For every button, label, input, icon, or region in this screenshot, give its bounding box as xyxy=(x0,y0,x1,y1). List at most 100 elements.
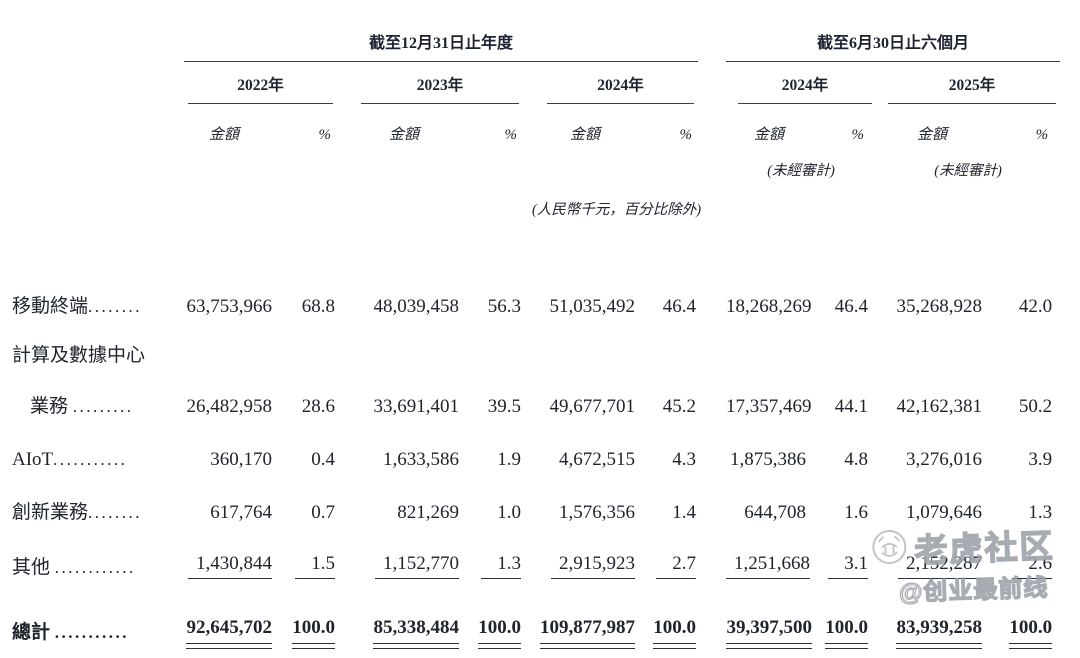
amount-cell: 1,875,386 xyxy=(730,449,807,470)
percent-cell: 39.5 xyxy=(487,396,521,417)
row-label: AIoT........... xyxy=(12,449,128,470)
amount-cell: 42,162,381 xyxy=(896,396,983,417)
table-row: (未經審計) (未經審計) xyxy=(10,148,1060,182)
amount-cell: 63,753,966 xyxy=(186,296,273,317)
amount-cell: 1,430,844 xyxy=(170,533,278,588)
row-label-total: 總計 ........... xyxy=(12,622,130,643)
unaudited-note: (未經審計) xyxy=(934,163,1002,179)
col-header-amount: 金額 xyxy=(754,127,785,143)
percent-cell: 1.3 xyxy=(465,533,529,588)
col-header-percent: % xyxy=(679,127,693,143)
percent-cell: 4.3 xyxy=(672,449,697,470)
table-row-innovation: 創新業務........ 617,764 0.7 821,269 1.0 1,5… xyxy=(10,480,1060,533)
amount-cell: 1,152,770 xyxy=(343,533,465,588)
table-row-aiot: AIoT........... 360,170 0.4 1,633,586 1.… xyxy=(10,427,1060,480)
row-label: 其他 ............ xyxy=(12,557,136,578)
percent-cell: 42.0 xyxy=(1018,296,1053,317)
table-row: 金額 % 金額 % 金額 % 金額 % 金額 % xyxy=(10,104,1060,148)
percent-cell: 100.0 xyxy=(278,588,343,658)
percent-cell: 1.5 xyxy=(278,533,343,588)
amount-cell: 821,269 xyxy=(397,502,459,523)
amount-cell: 83,939,258 xyxy=(876,588,988,658)
percent-cell: 100.0 xyxy=(465,588,529,658)
row-label: 計算及數據中心 xyxy=(12,345,146,366)
col-header-percent: % xyxy=(318,127,332,143)
amount-cell: 644,708 xyxy=(744,502,807,523)
currency-note: (人民幣千元，百分比除外) xyxy=(531,201,702,218)
row-label: 移動終端........ xyxy=(12,296,143,317)
amount-cell: 33,691,401 xyxy=(373,396,460,417)
period-group-annual: 截至12月31日止年度 xyxy=(184,29,699,62)
col-header-percent: % xyxy=(851,127,865,143)
percent-cell: 1.9 xyxy=(497,449,521,470)
table-row-total: 總計 ........... 92,645,702 100.0 85,338,4… xyxy=(10,588,1060,658)
percent-cell: 3.9 xyxy=(1028,449,1053,470)
dot-leader: ......... xyxy=(72,397,134,416)
amount-cell: 48,039,458 xyxy=(373,296,460,317)
amount-cell: 2,915,923 xyxy=(529,533,641,588)
col-header-amount: 金額 xyxy=(388,127,419,143)
percent-cell: 56.3 xyxy=(487,296,521,317)
percent-cell: 44.1 xyxy=(834,396,869,417)
amount-cell: 617,764 xyxy=(210,502,272,523)
percent-cell: 46.4 xyxy=(834,296,869,317)
percent-cell: 100.0 xyxy=(812,588,876,658)
table-row: (人民幣千元，百分比除外) xyxy=(10,182,1060,234)
percent-cell: 4.8 xyxy=(844,449,869,470)
percent-cell: 1.4 xyxy=(672,502,697,523)
year-header-2023: 2023年 xyxy=(361,73,519,104)
year-header-2025-h1: 2025年 xyxy=(888,73,1057,104)
amount-cell: 49,677,701 xyxy=(549,396,636,417)
table-row: 截至12月31日止年度 截至6月30日止六個月 xyxy=(10,16,1061,62)
amount-cell: 1,251,668 xyxy=(726,533,812,588)
amount-cell: 1,633,586 xyxy=(383,449,459,470)
amount-cell: 18,268,269 xyxy=(726,296,812,317)
period-group-halfyear: 截至6月30日止六個月 xyxy=(726,29,1061,62)
percent-cell: 2.7 xyxy=(641,533,704,588)
amount-cell: 35,268,928 xyxy=(896,296,983,317)
amount-cell: 1,079,646 xyxy=(906,502,983,523)
dot-leader: ........ xyxy=(88,503,143,522)
col-header-amount: 金額 xyxy=(569,127,600,143)
table-row-mobile-terminals: 移動終端........ 63,753,966 68.8 48,039,458 … xyxy=(10,274,1060,327)
amount-cell: 26,482,958 xyxy=(186,396,273,417)
amount-cell: 39,397,500 xyxy=(726,588,813,658)
percent-cell: 50.2 xyxy=(1018,396,1053,417)
dot-leader: ........... xyxy=(53,450,128,469)
col-header-percent: % xyxy=(504,127,518,143)
percent-cell: 2.6 xyxy=(988,533,1060,588)
percent-cell: 0.4 xyxy=(311,449,335,470)
percent-cell: 46.4 xyxy=(662,296,697,317)
year-header-2024: 2024年 xyxy=(547,73,695,104)
percent-cell: 45.2 xyxy=(662,396,697,417)
percent-cell: 1.3 xyxy=(1028,502,1053,523)
col-header-percent: % xyxy=(1035,127,1049,143)
percent-cell: 0.7 xyxy=(311,502,335,523)
year-header-2024-h1: 2024年 xyxy=(738,73,873,104)
row-label: 創新業務........ xyxy=(12,502,143,523)
amount-cell: 1,576,356 xyxy=(559,502,635,523)
row-label: 業務 ......... xyxy=(30,396,134,417)
dot-leader: ........ xyxy=(88,297,143,316)
amount-cell: 51,035,492 xyxy=(549,296,636,317)
percent-cell: 1.6 xyxy=(844,502,869,523)
revenue-breakdown-table: 截至12月31日止年度 截至6月30日止六個月 2022年 2023年 2024… xyxy=(10,16,1061,658)
amount-cell: 92,645,702 xyxy=(170,588,278,658)
unaudited-note: (未經審計) xyxy=(767,163,835,179)
table-row-others: 其他 ............ 1,430,844 1.5 1,152,770 … xyxy=(10,533,1060,588)
amount-cell: 17,357,469 xyxy=(726,396,812,417)
percent-cell: 68.8 xyxy=(301,296,335,317)
dot-leader: ............ xyxy=(54,558,136,577)
dot-leader: ........... xyxy=(54,623,130,642)
table-row: 2022年 2023年 2024年 2024年 2025年 xyxy=(10,62,1060,104)
year-header-2022: 2022年 xyxy=(188,73,333,104)
amount-cell: 2,152,287 xyxy=(876,533,988,588)
amount-cell: 360,170 xyxy=(210,449,272,470)
amount-cell: 3,276,016 xyxy=(906,449,983,470)
col-header-amount: 金額 xyxy=(208,127,239,143)
percent-cell: 100.0 xyxy=(641,588,704,658)
percent-cell: 3.1 xyxy=(812,533,876,588)
amount-cell: 109,877,987 xyxy=(529,588,641,658)
table-row-computing-datacenter: 計算及數據中心 xyxy=(10,327,1060,374)
col-header-amount: 金額 xyxy=(917,127,948,143)
